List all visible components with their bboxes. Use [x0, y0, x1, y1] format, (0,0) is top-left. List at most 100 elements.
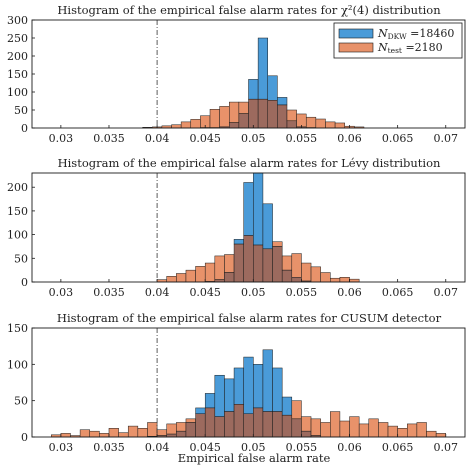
- bar-dkw: [267, 75, 278, 101]
- bar-test: [147, 422, 158, 437]
- y-tick-label: 150: [7, 68, 28, 81]
- x-tick-label: 0.045: [189, 441, 221, 454]
- x-tick-label: 0.03: [49, 286, 74, 299]
- bar-overlap: [214, 416, 225, 438]
- bar-test: [397, 428, 408, 438]
- y-tick-label: 50: [14, 252, 28, 265]
- bar-test: [229, 101, 240, 123]
- panel-levy: 0.03 0.035 0.04 0.045 0.05 0.055 0.06 0.065 0.07…: [7, 172, 466, 299]
- bar-test: [310, 418, 321, 436]
- bar-test: [358, 423, 370, 438]
- x-tick-label: 0.035: [93, 286, 125, 299]
- bar-test: [407, 423, 418, 438]
- y-tick-label: 200: [7, 50, 28, 63]
- x-tick-label: 0.05: [241, 132, 266, 145]
- x-tick-label: 0.06: [337, 441, 362, 454]
- panel-cusum: 0.03 0.035 0.04 0.045 0.05 0.055 0.06 0.065 0.07…: [7, 322, 466, 454]
- bar-dkw: [243, 182, 254, 236]
- x-tick-label: 0.065: [382, 132, 414, 145]
- bar-dkw: [233, 367, 244, 405]
- bar-overlap: [257, 98, 268, 129]
- x-tick-label: 0.03: [49, 132, 74, 145]
- bar-test: [190, 119, 201, 129]
- x-tick-label: 0.04: [145, 286, 170, 299]
- bar-test: [330, 277, 341, 283]
- bar-overlap: [301, 430, 312, 438]
- bar-test: [127, 425, 139, 438]
- x-tick-label: 0.065: [382, 286, 414, 299]
- y-tick-label: 50: [14, 104, 28, 117]
- x-tick-label: 0.06: [337, 132, 362, 145]
- bar-overlap: [248, 98, 259, 129]
- bar-test: [204, 262, 216, 282]
- bar-dkw: [243, 356, 254, 414]
- y-tick-label: 250: [7, 32, 28, 45]
- bar-test: [176, 273, 187, 283]
- bar-overlap: [286, 120, 297, 129]
- bar-dkw: [204, 393, 216, 409]
- bar-overlap: [281, 414, 293, 438]
- bar-dkw: [214, 374, 225, 417]
- y-tick-label: 150: [7, 205, 28, 218]
- bar-test: [156, 429, 167, 436]
- y-tick-label: 0: [21, 276, 28, 289]
- legend-label-dkw: NDKW =18460: [377, 27, 454, 41]
- bar-dkw: [224, 378, 235, 412]
- bar-test: [301, 262, 312, 282]
- bar-test: [416, 422, 427, 438]
- bar-overlap: [238, 113, 249, 129]
- x-tick-label: 0.07: [434, 132, 459, 145]
- bar-overlap: [195, 413, 206, 438]
- y-tick-label: 50: [14, 395, 28, 408]
- bar-test: [339, 420, 350, 438]
- bar-dkw: [272, 367, 283, 412]
- bar-overlap: [204, 407, 216, 438]
- x-tick-label: 0.045: [189, 286, 221, 299]
- bar-overlap: [272, 246, 283, 283]
- y-tick-label: 0: [21, 122, 28, 135]
- bar-test: [195, 266, 206, 283]
- bar-test: [368, 418, 379, 438]
- x-axis-label: Empirical false alarm rate: [178, 451, 331, 465]
- bar-test: [281, 255, 293, 271]
- legend: NDKW =18460 Ntest =2180: [333, 22, 463, 59]
- bar-test: [378, 422, 389, 438]
- bar-test: [291, 400, 302, 420]
- bar-test: [272, 241, 283, 247]
- bar-test: [185, 418, 196, 423]
- x-tick-label: 0.05: [241, 286, 266, 299]
- bar-overlap: [253, 244, 264, 283]
- x-tick-label: 0.045: [189, 132, 221, 145]
- bar-overlap: [291, 418, 302, 438]
- bar-test: [166, 276, 177, 283]
- bar-test: [219, 106, 230, 128]
- bar-dkw: [253, 364, 264, 409]
- bar-dkw: [281, 396, 293, 416]
- bar-dkw: [277, 97, 288, 106]
- bar-test: [330, 411, 341, 438]
- bar-test: [224, 254, 235, 273]
- bar-overlap: [185, 422, 196, 438]
- bar-overlap: [233, 404, 244, 438]
- axes-frame: [31, 327, 466, 438]
- bar-dkw: [248, 79, 259, 100]
- bar-dkw: [257, 37, 268, 100]
- x-tick-label: 0.035: [93, 132, 125, 145]
- panel2-title: Histogram of the empirical false alarm r…: [58, 156, 441, 170]
- bar-overlap: [243, 413, 254, 438]
- bar-overlap: [243, 235, 254, 283]
- bar-overlap: [262, 248, 273, 283]
- x-tick-label: 0.055: [286, 441, 318, 454]
- bar-test: [305, 116, 317, 128]
- x-tick-label: 0.065: [382, 441, 414, 454]
- x-tick-label: 0.055: [286, 286, 318, 299]
- bar-test: [209, 109, 220, 128]
- x-tick-label: 0.04: [145, 441, 170, 454]
- x-tick-label: 0.05: [241, 441, 266, 454]
- bar-test: [349, 416, 360, 438]
- x-tick-label: 0.07: [434, 441, 459, 454]
- bar-test: [176, 422, 187, 432]
- x-tick-label: 0.055: [286, 132, 318, 145]
- bar-dkw: [262, 203, 273, 250]
